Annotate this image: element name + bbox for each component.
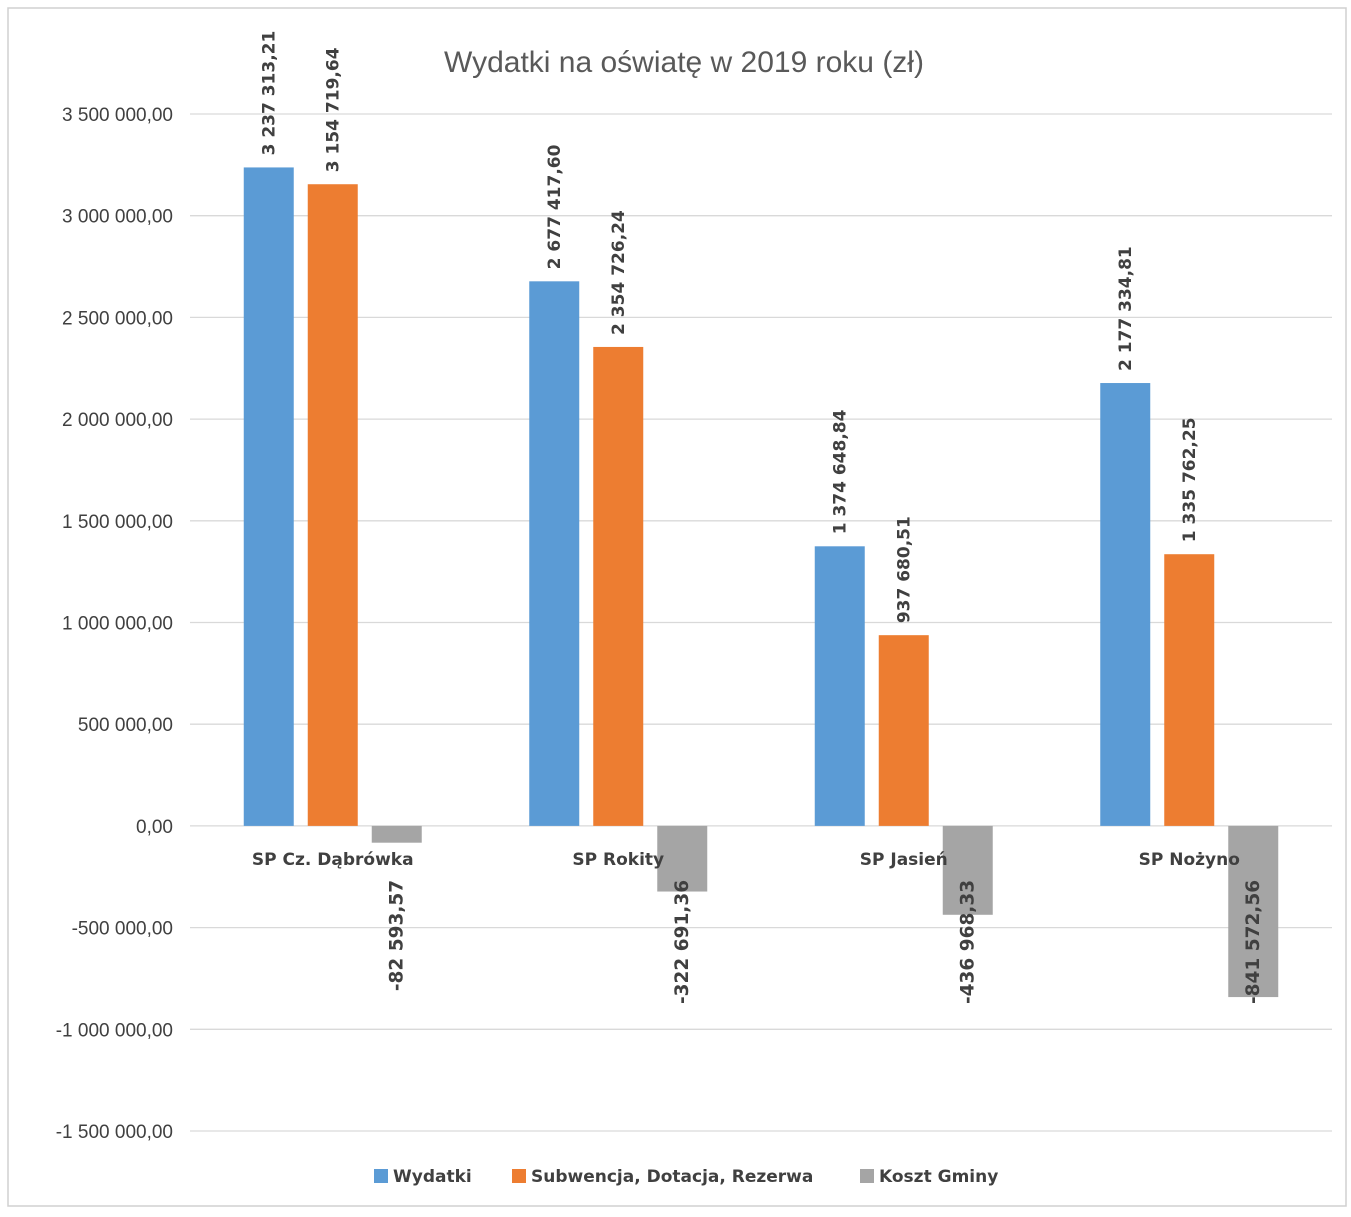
bar-subwencja-dotacja-rezerwa xyxy=(878,635,929,826)
data-labels: 3 237 313,21 3 154 719,64 -82 593,57 2 677 … xyxy=(260,31,1265,1004)
y-axis-tick-labels: 3 500 000,00 3 000 000,00 2 500 000,00 2 00… xyxy=(56,105,173,1143)
legend-swatch xyxy=(512,1169,526,1183)
bar-koszt-gminy xyxy=(371,825,422,843)
bar-koszt-gminy xyxy=(1228,825,1279,998)
bar-subwencja-dotacja-rezerwa xyxy=(1164,554,1215,826)
x-axis-category-labels: SP Cz. Dąbrówka SP Rokity SP Jasień SP Noży… xyxy=(252,850,1240,870)
data-label: 1 374 648,84 xyxy=(831,409,851,534)
bar-wydatki xyxy=(814,546,865,826)
legend-label: Wydatki xyxy=(393,1167,472,1187)
x-category-label: SP Jasień xyxy=(860,850,948,870)
x-category-label: SP Nożyno xyxy=(1139,850,1240,870)
data-label: 3 154 719,64 xyxy=(324,47,344,172)
data-label: 2 177 334,81 xyxy=(1116,246,1136,371)
bar-subwencja-dotacja-rezerwa xyxy=(307,184,358,826)
y-tick-label: 2 500 000,00 xyxy=(62,308,173,329)
bar-koszt-gminy xyxy=(657,825,708,892)
data-label: 3 237 313,21 xyxy=(260,31,280,156)
legend-label: Subwencja, Dotacja, Rezerwa xyxy=(531,1167,813,1187)
x-category-label: SP Cz. Dąbrówka xyxy=(252,850,414,870)
bar-wydatki xyxy=(243,167,294,826)
data-label: -436 968,33 xyxy=(958,880,979,1004)
y-tick-label: 3 500 000,00 xyxy=(62,105,173,126)
bars xyxy=(243,167,1279,998)
data-label: 2 677 417,60 xyxy=(545,144,565,269)
y-tick-label: -1 000 000,00 xyxy=(56,1020,173,1041)
y-tick-label: 1 500 000,00 xyxy=(62,512,173,533)
chart-title: Wydatki na oświatę w 2019 roku (zł) xyxy=(444,46,924,79)
bar-koszt-gminy xyxy=(942,825,993,915)
legend-swatch xyxy=(374,1169,388,1183)
data-label: 1 335 762,25 xyxy=(1180,417,1200,542)
y-tick-label: -500 000,00 xyxy=(72,919,173,940)
data-label: -841 572,56 xyxy=(1243,880,1264,1004)
x-category-label: SP Rokity xyxy=(572,850,664,870)
y-tick-label: -1 500 000,00 xyxy=(56,1122,173,1143)
data-label: -82 593,57 xyxy=(387,880,408,991)
y-tick-label: 3 000 000,00 xyxy=(62,207,173,228)
y-tick-label: 1 000 000,00 xyxy=(62,614,173,635)
legend: Wydatki Subwencja, Dotacja, Rezerwa Koszt … xyxy=(374,1167,998,1187)
legend-label: Koszt Gminy xyxy=(879,1167,998,1187)
bar-wydatki xyxy=(529,281,580,826)
data-label: 2 354 726,24 xyxy=(609,210,629,335)
bar-wydatki xyxy=(1100,383,1151,826)
y-tick-label: 2 000 000,00 xyxy=(62,410,173,431)
legend-swatch xyxy=(860,1169,874,1183)
data-label: -322 691,36 xyxy=(672,880,693,1004)
data-label: 937 680,51 xyxy=(895,516,915,623)
y-tick-label: 0,00 xyxy=(136,817,173,838)
y-tick-label: 500 000,00 xyxy=(78,715,173,736)
bar-subwencja-dotacja-rezerwa xyxy=(593,346,644,826)
